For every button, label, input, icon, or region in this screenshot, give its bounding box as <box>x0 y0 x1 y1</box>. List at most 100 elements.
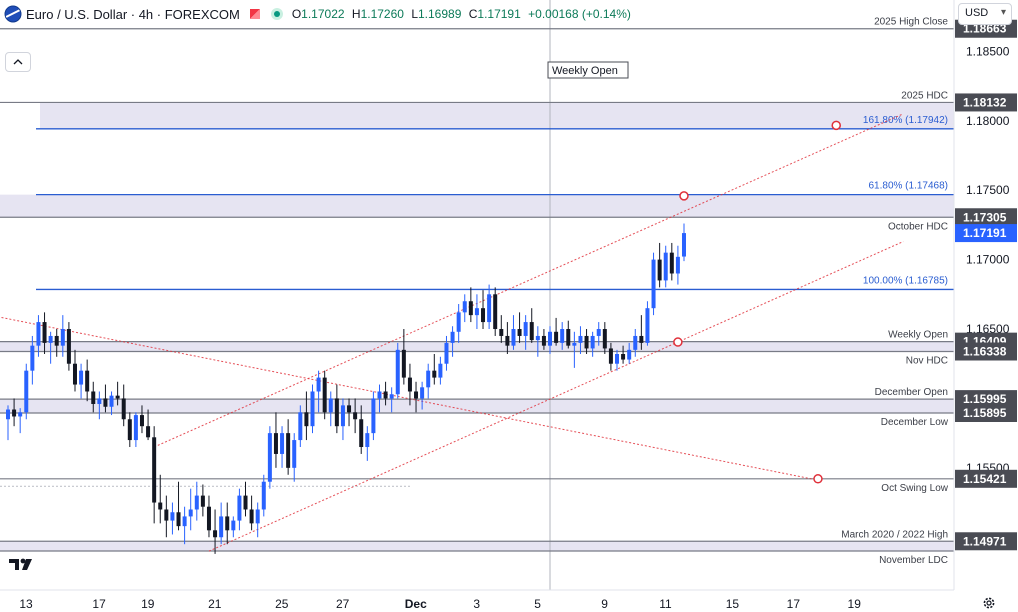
zone-band <box>0 341 954 352</box>
tradingview-logo[interactable] <box>8 556 38 577</box>
candle-body <box>42 322 47 343</box>
currency-select-value: USD <box>965 7 989 19</box>
candle-body <box>158 502 163 510</box>
candle-body <box>493 294 498 330</box>
candle-body <box>182 516 187 527</box>
candle-body <box>560 329 565 343</box>
channel-marker <box>831 120 841 131</box>
candle-body <box>572 342 577 346</box>
candle-body <box>639 335 644 343</box>
collapse-legend-button[interactable] <box>5 52 31 72</box>
candle-body <box>146 426 151 438</box>
channel-marker <box>673 337 683 347</box>
candle-body <box>517 329 522 336</box>
close-label: C <box>468 7 478 21</box>
candle-body <box>669 252 674 274</box>
candle-body <box>456 312 461 332</box>
flag-icon <box>4 5 22 23</box>
candle-body <box>334 398 339 427</box>
candle-body <box>231 520 236 531</box>
candle-body <box>468 301 473 316</box>
chevron-up-icon <box>13 59 23 65</box>
candle-body <box>115 395 120 399</box>
candle-body <box>213 530 218 538</box>
candle-body <box>310 391 315 427</box>
price-tick-label: 1.18500 <box>966 44 1010 58</box>
candle-body <box>322 377 327 413</box>
candle-body <box>328 398 333 413</box>
candle-body <box>206 506 211 531</box>
candle-body <box>176 512 181 527</box>
candle-body <box>401 349 406 378</box>
chart-header: Euro / U.S. Dollar · 4h · FOREXCOM O1.17… <box>4 4 635 24</box>
candle-body <box>621 354 626 360</box>
open-value: 1.17022 <box>301 7 345 21</box>
change-value: +0.00168 (+0.14%) <box>528 7 631 21</box>
candle-body <box>584 335 589 349</box>
time-tick-label: Dec <box>405 597 427 611</box>
high-value: 1.17260 <box>360 7 404 21</box>
candle-body <box>79 370 84 385</box>
candle-body <box>72 363 77 385</box>
gear-icon[interactable] <box>982 596 996 610</box>
level-label: November LDC <box>879 555 948 566</box>
weekly-open-tag-box <box>547 61 629 79</box>
symbol-title[interactable]: Euro / U.S. Dollar · 4h · FOREXCOM <box>26 6 240 22</box>
candle-body <box>194 495 199 510</box>
trendline <box>153 113 904 448</box>
candle-body <box>359 419 364 448</box>
candle-body <box>249 509 254 524</box>
candle-body <box>615 354 619 364</box>
candle-body <box>474 308 479 316</box>
candle-body <box>85 370 90 392</box>
price-badge-label: 1.18132 <box>963 95 1007 109</box>
channel-marker <box>813 474 823 484</box>
time-tick-label: 25 <box>275 597 289 611</box>
price-badge-label: 1.16338 <box>963 345 1007 359</box>
candle-body <box>432 370 437 378</box>
candle-body <box>273 433 278 454</box>
candle-body <box>243 495 248 510</box>
candle-body <box>590 335 595 349</box>
ohlc-values: O1.17022 H1.17260 L1.16989 C1.17191 +0.0… <box>292 7 635 21</box>
level-label: 2025 High Close <box>874 17 948 28</box>
price-badge <box>955 404 1017 422</box>
candle-body <box>383 391 388 399</box>
alert-flag-icon[interactable] <box>248 7 262 21</box>
candle-body <box>681 233 686 257</box>
currency-select[interactable]: USD ▾ <box>958 3 1012 25</box>
candle-body <box>481 308 486 323</box>
candle-body <box>511 329 516 346</box>
markers-layer <box>673 120 841 484</box>
candle-body <box>36 322 41 346</box>
trendline <box>0 316 812 480</box>
price-tick-label: 1.16500 <box>966 322 1010 336</box>
candle-body <box>407 377 412 392</box>
candle-body <box>164 509 169 521</box>
candle-body <box>651 259 656 309</box>
price-badge-label: 1.15421 <box>963 472 1007 486</box>
candle-body <box>97 398 102 404</box>
zone-band <box>40 102 954 129</box>
candle-body <box>438 363 443 378</box>
candle-body <box>389 394 394 399</box>
candle-body <box>420 387 425 399</box>
time-tick-label: 17 <box>787 597 801 611</box>
candle-body <box>6 409 10 420</box>
candle-body <box>200 495 205 507</box>
candle-body <box>578 335 583 343</box>
candle-body <box>170 512 175 521</box>
level-label: December Open <box>875 387 948 398</box>
time-tick-label: 3 <box>473 597 480 611</box>
price-badge-label: 1.15995 <box>963 392 1007 406</box>
time-tick-label: 21 <box>208 597 222 611</box>
candle-body <box>596 329 601 336</box>
candle-body <box>554 331 559 343</box>
candle-body <box>54 335 59 346</box>
candle-body <box>371 398 376 434</box>
candle-body <box>347 405 352 413</box>
time-tick-label: 13 <box>19 597 33 611</box>
candle-body <box>377 391 382 399</box>
candle-body <box>12 409 17 417</box>
